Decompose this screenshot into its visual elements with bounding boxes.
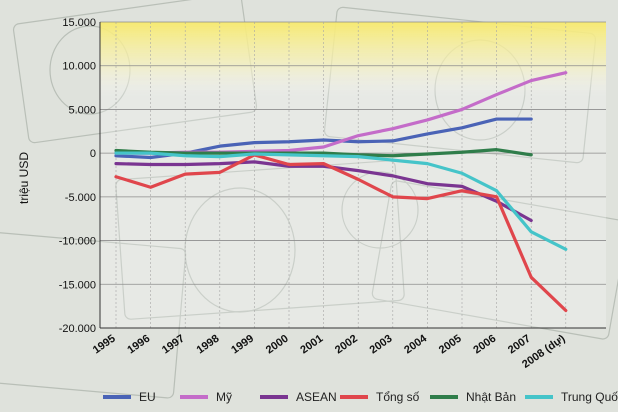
legend-label: Mỹ [216,390,232,404]
y-tick-labels: 15.000 10.000 5.000 0 -5.000 -10.000 -15.000 -2… [59,17,96,335]
y-tick-label: -20.000 [59,323,96,335]
x-tick-label: 2001 [298,333,325,357]
x-tick-label: 2000 [264,333,291,357]
series-line-mỹ [114,71,568,155]
x-tick-label: 2006 [471,333,498,357]
y-tick-label: 5.000 [68,104,96,116]
legend-label: Tổng số [376,390,420,404]
y-tick-label: -5.000 [65,192,96,204]
series-line-tổng-số [114,153,568,313]
x-tick-label: 1999 [229,333,256,357]
legend: EU Mỹ ASEAN Tổng số Nhật Bản Trung Quốc [103,390,618,404]
legend-label: Nhật Bản [466,390,516,404]
x-tick-labels: 1995 1996 1997 1998 1999 2000 2001 2002 2003 2004… [91,332,568,371]
x-tick-label: 2005 [437,333,464,357]
legend-label: EU [139,390,156,404]
y-tick-label: 15.000 [62,17,96,29]
y-tick-label: -10.000 [59,236,96,248]
series-line-asean [114,160,533,223]
series-line-trung-quốc [114,151,568,251]
x-tick-label: 2003 [368,333,395,357]
axes [99,22,606,329]
x-tick-label: 1998 [195,333,222,357]
x-tick-label: 1996 [125,333,152,357]
y-tick-label: 10.000 [62,61,96,73]
y-axis-label: triệu USD [17,152,31,204]
x-tick-label: 2002 [333,333,360,357]
legend-label: ASEAN [296,390,337,404]
x-tick-label: 2004 [402,332,430,356]
grid-lines [100,21,606,329]
series-line-nhật-bản [114,148,533,158]
x-tick-label: 1997 [160,333,187,357]
series-lines [114,71,568,313]
x-tick-label: 2007 [506,333,533,357]
y-tick-label: -15.000 [59,279,96,291]
x-tick-label: 1995 [91,333,118,357]
legend-label: Trung Quốc [561,390,618,404]
y-tick-label: 0 [90,148,96,160]
